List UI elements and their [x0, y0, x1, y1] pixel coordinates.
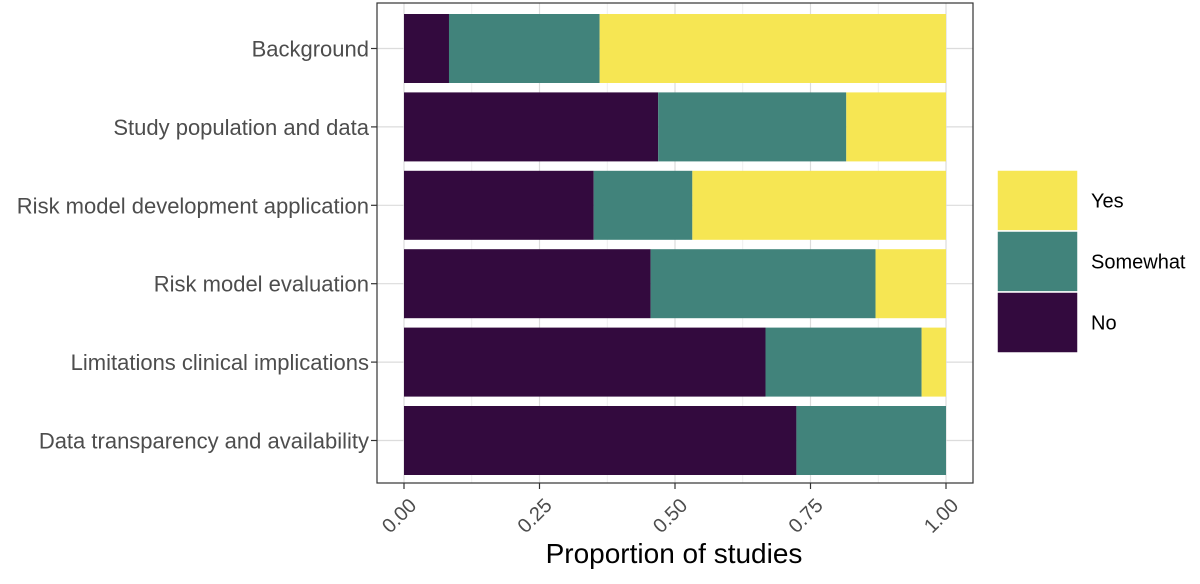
bar-somewhat-5: [765, 327, 922, 397]
x-tick-label: 0.00: [378, 495, 421, 538]
category-label: Background: [252, 37, 369, 62]
x-axis-title: Proportion of studies: [546, 538, 803, 569]
x-tick-label: 1.00: [920, 495, 963, 538]
legend-key-somewhat: [996, 230, 1079, 293]
x-tick-labels: 0.00 0.25 0.50 0.75 1.00: [378, 495, 963, 538]
bar-no-3: [404, 170, 594, 240]
bar-no-2: [404, 92, 659, 162]
bar-no-5: [404, 327, 766, 397]
bar-somewhat-6: [796, 406, 946, 475]
category-label: Risk model evaluation: [154, 272, 369, 297]
bar-somewhat-3: [593, 170, 693, 240]
bar-yes-2: [846, 92, 946, 162]
category-label: Study population and data: [113, 115, 369, 140]
bars: [404, 14, 946, 475]
bar-somewhat-4: [650, 249, 876, 319]
x-tick-label: 0.25: [514, 495, 557, 538]
legend: Yes Somewhat No: [996, 169, 1186, 354]
x-tick-label: 0.50: [649, 495, 692, 538]
x-tick-label: 0.75: [785, 495, 828, 538]
legend-label-yes: Yes: [1091, 191, 1124, 213]
legend-label-no: No: [1091, 313, 1117, 335]
bar-no-4: [404, 249, 651, 319]
bar-yes-3: [692, 170, 946, 240]
category-labels: Background Study population and data Risk …: [17, 37, 370, 454]
bar-somewhat-1: [448, 14, 600, 83]
axis-ticks: [371, 47, 947, 489]
category-label: Limitations clinical implications: [71, 350, 369, 375]
category-label: Risk model development application: [17, 193, 369, 218]
bar-somewhat-2: [658, 92, 847, 162]
bar-yes-5: [921, 327, 946, 397]
bar-yes-1: [599, 14, 946, 83]
bar-yes-4: [875, 249, 946, 319]
bar-no-1: [404, 14, 449, 83]
category-label: Data transparency and availability: [39, 429, 369, 454]
legend-key-yes: [996, 169, 1079, 232]
bar-no-6: [404, 406, 797, 475]
legend-label-somewhat: Somewhat: [1091, 252, 1186, 274]
legend-key-no: [996, 291, 1079, 354]
